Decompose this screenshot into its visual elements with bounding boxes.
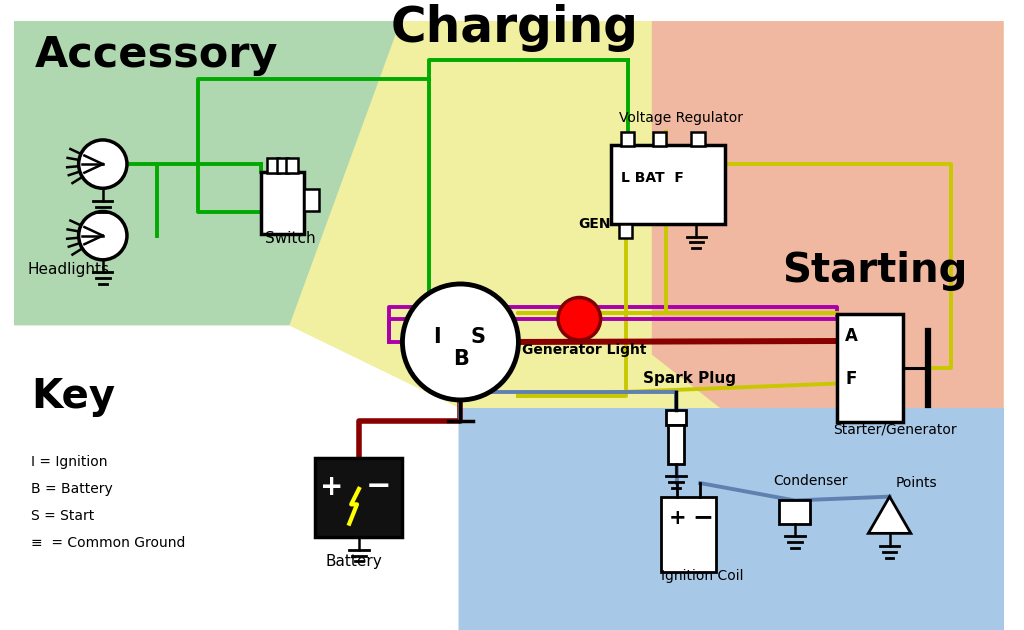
Text: B = Battery: B = Battery	[32, 482, 113, 496]
Text: Starting: Starting	[782, 251, 968, 291]
Bar	[662, 496, 716, 572]
Text: A: A	[845, 327, 858, 345]
Circle shape	[79, 140, 127, 188]
Bar	[669, 425, 684, 464]
Text: Switch: Switch	[265, 231, 315, 246]
Text: −: −	[366, 472, 391, 501]
Bar	[691, 132, 705, 146]
Bar	[611, 145, 725, 224]
Text: F: F	[845, 370, 856, 387]
Text: Key: Key	[32, 377, 116, 416]
Text: B: B	[453, 350, 469, 369]
Text: ≡  = Common Ground: ≡ = Common Ground	[32, 536, 185, 550]
Polygon shape	[14, 21, 400, 326]
Text: Accessory: Accessory	[35, 35, 279, 76]
Bar	[267, 158, 279, 173]
Text: L BAT  F: L BAT F	[621, 171, 684, 185]
Text: Headlights: Headlights	[28, 262, 110, 277]
Bar	[287, 158, 298, 173]
Bar	[261, 172, 304, 234]
Text: Charging: Charging	[391, 4, 639, 52]
Bar	[315, 458, 402, 537]
Polygon shape	[868, 496, 911, 534]
Bar	[276, 158, 289, 173]
Text: Ignition Coil: Ignition Coil	[662, 569, 744, 583]
Circle shape	[79, 212, 127, 260]
Text: I = Ignition: I = Ignition	[32, 455, 108, 469]
Text: Voltage Regulator: Voltage Regulator	[618, 111, 743, 125]
Bar	[621, 132, 635, 146]
Text: I: I	[433, 327, 441, 347]
Polygon shape	[459, 408, 1004, 630]
Bar	[779, 500, 810, 524]
Bar	[304, 189, 319, 210]
Text: Starter/Generator: Starter/Generator	[834, 423, 957, 437]
Text: Generator Light: Generator Light	[522, 343, 647, 357]
Text: Battery: Battery	[325, 554, 382, 570]
Text: +: +	[670, 508, 687, 528]
Text: Condenser: Condenser	[773, 474, 848, 488]
Text: GEN: GEN	[579, 217, 611, 231]
Circle shape	[402, 284, 518, 400]
Bar	[838, 314, 903, 422]
Text: Points: Points	[895, 476, 937, 490]
Text: S: S	[470, 327, 485, 347]
Bar	[652, 132, 667, 146]
Bar	[618, 224, 633, 238]
Text: +: +	[321, 473, 344, 501]
Text: −: −	[692, 505, 714, 529]
Circle shape	[558, 297, 601, 340]
Text: Spark Plug: Spark Plug	[643, 370, 736, 386]
Polygon shape	[652, 21, 1004, 630]
Bar	[667, 410, 686, 425]
Polygon shape	[14, 326, 459, 630]
Text: S = Start: S = Start	[32, 509, 94, 523]
